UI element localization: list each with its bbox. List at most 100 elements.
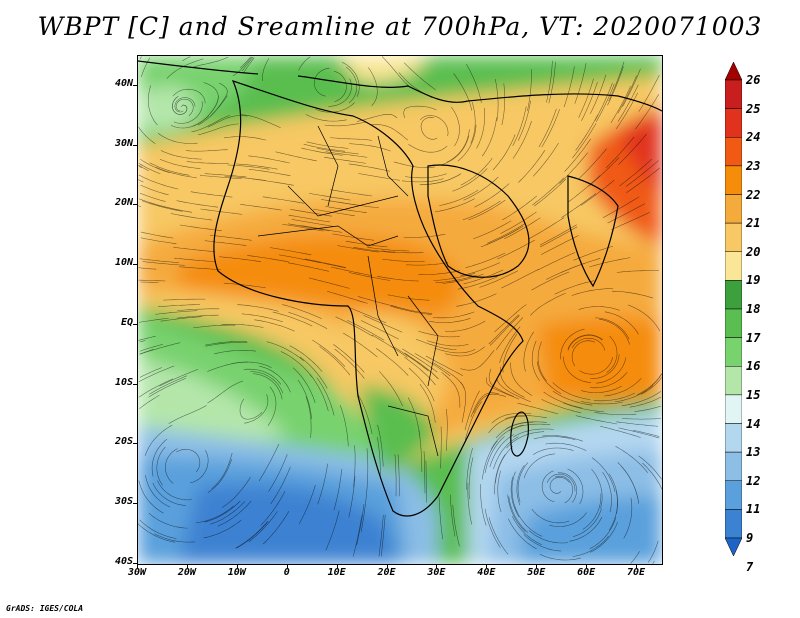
streamline — [348, 272, 391, 281]
streamline — [567, 175, 601, 203]
streamline — [200, 208, 243, 215]
streamline — [552, 382, 591, 400]
lat-tick-mark — [133, 144, 137, 146]
streamline — [502, 333, 518, 373]
streamline — [508, 518, 537, 550]
streamline — [621, 418, 661, 420]
streamline — [151, 438, 168, 477]
streamline — [308, 277, 350, 289]
colorbar-swatch — [725, 79, 742, 109]
streamline — [377, 276, 419, 282]
streamline — [517, 402, 559, 415]
streamline — [629, 396, 662, 408]
streamline — [531, 340, 540, 381]
streamline — [313, 208, 355, 216]
streamline — [330, 137, 373, 141]
streamline — [267, 386, 277, 426]
streamline — [140, 231, 174, 239]
streamline — [325, 151, 368, 158]
streamline — [138, 205, 142, 207]
lat-tick-mark — [133, 84, 137, 86]
streamline — [523, 534, 562, 552]
streamline — [282, 304, 322, 319]
streamline — [158, 304, 201, 307]
streamline — [358, 173, 400, 181]
streamline — [138, 378, 174, 398]
streamline — [465, 401, 483, 440]
streamline — [404, 356, 436, 386]
streamline — [248, 511, 278, 543]
streamline — [599, 318, 630, 345]
colorbar-swatch — [725, 280, 742, 310]
streamline — [546, 473, 576, 492]
streamline — [626, 167, 661, 194]
lon-tick-mark — [236, 564, 238, 568]
lon-tick-label: 50E — [527, 567, 546, 578]
streamline — [596, 357, 627, 384]
streamline — [492, 134, 516, 171]
streamline — [581, 401, 623, 405]
wbpt-field-map — [138, 56, 662, 564]
streamline — [501, 83, 505, 126]
streamline — [607, 203, 645, 224]
streamline — [533, 436, 576, 441]
lat-tick-label: 10S — [114, 376, 133, 388]
streamline — [221, 324, 264, 328]
streamline — [288, 223, 330, 232]
streamline — [488, 415, 526, 434]
colorbar-swatch — [725, 251, 742, 281]
colorbar-swatch — [725, 394, 742, 424]
streamline — [432, 311, 475, 319]
streamline — [494, 304, 527, 333]
streamline — [139, 198, 180, 211]
streamline — [360, 320, 399, 340]
streamline — [219, 256, 262, 262]
streamline — [589, 521, 618, 553]
streamline — [289, 345, 323, 372]
streamline — [140, 281, 159, 283]
streamline — [370, 124, 408, 141]
streamline — [356, 114, 398, 122]
streamline — [438, 497, 444, 540]
lat-tick-mark — [133, 204, 137, 206]
lon-tick-label: 70E — [627, 567, 646, 578]
streamline — [403, 62, 436, 91]
streamline — [457, 276, 498, 290]
streamline — [408, 367, 435, 402]
streamline — [160, 150, 202, 160]
colorbar-swatch — [725, 62, 742, 81]
streamline — [501, 268, 539, 289]
streamline — [177, 308, 220, 311]
streamline — [502, 195, 537, 221]
lon-tick-label: 0 — [283, 567, 290, 578]
streamline — [480, 228, 519, 248]
streamline — [541, 109, 560, 148]
streamline — [366, 448, 369, 491]
streamline — [334, 348, 365, 379]
streamline — [224, 136, 266, 141]
streamline — [204, 240, 247, 246]
streamline — [518, 100, 531, 141]
streamline — [577, 148, 607, 180]
streamline — [600, 425, 641, 438]
streamline — [608, 473, 618, 514]
streamline — [393, 346, 429, 372]
colorbar-swatch — [725, 509, 742, 539]
streamline — [155, 166, 197, 179]
streamline — [236, 520, 269, 549]
streamline — [533, 178, 567, 207]
streamline — [623, 497, 633, 539]
streamline — [217, 500, 252, 527]
streamline — [403, 233, 446, 238]
streamline — [538, 108, 557, 148]
lon-tick-mark — [286, 564, 288, 568]
streamline — [512, 121, 532, 159]
streamline — [640, 377, 662, 395]
streamline — [190, 449, 209, 484]
streamline — [179, 266, 221, 271]
streamline — [445, 346, 485, 357]
streamline — [260, 491, 286, 526]
streamline — [140, 237, 177, 244]
streamline — [332, 233, 375, 241]
streamline — [442, 273, 484, 284]
